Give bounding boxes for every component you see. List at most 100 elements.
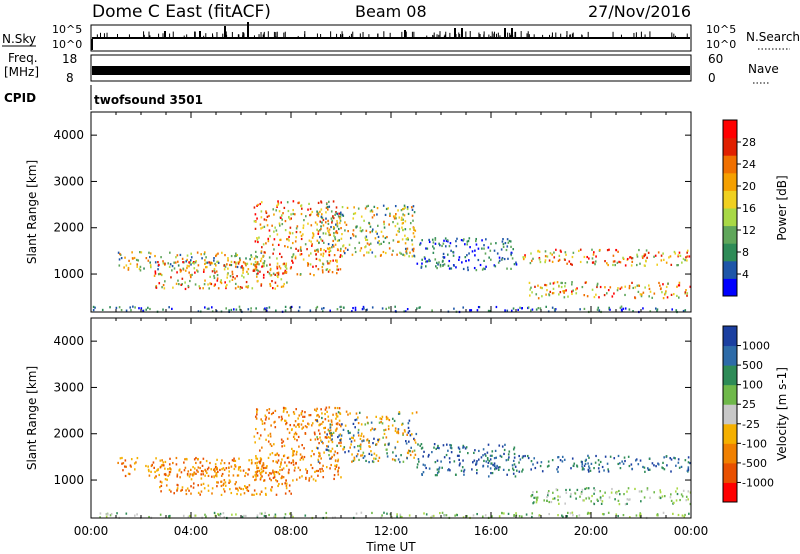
range-gate-cell — [346, 206, 349, 210]
range-gate-cell — [685, 289, 687, 292]
range-gate-cell — [227, 259, 229, 262]
range-gate-cell — [622, 256, 624, 259]
range-gate-cell — [158, 473, 161, 477]
range-gate-cell — [670, 458, 673, 461]
range-gate-cell — [223, 468, 226, 472]
range-gate-cell — [130, 309, 132, 312]
range-gate-cell — [324, 232, 327, 235]
range-gate-cell — [557, 498, 559, 502]
range-gate-cell — [124, 459, 127, 462]
range-gate-cell — [588, 257, 590, 260]
range-gate-cell — [563, 458, 566, 461]
range-gate-cell — [510, 252, 512, 255]
range-gate-cell — [536, 461, 539, 464]
range-gate-cell — [403, 204, 406, 207]
range-gate-cell — [330, 225, 332, 229]
range-gate-cell — [277, 203, 279, 206]
range-gate-cell — [286, 201, 289, 204]
range-gate-cell — [453, 307, 455, 310]
range-gate-cell — [384, 213, 387, 217]
range-gate-cell — [328, 268, 331, 272]
range-gate-cell — [624, 293, 626, 297]
range-gate-cell — [215, 472, 218, 475]
range-gate-cell — [502, 243, 505, 246]
range-gate-cell — [466, 243, 469, 246]
range-gate-cell — [285, 421, 288, 425]
range-gate-cell — [584, 281, 587, 284]
range-gate-cell — [355, 226, 357, 229]
range-gate-cell — [680, 465, 683, 468]
range-gate-cell — [416, 262, 419, 265]
range-gate-cell — [226, 273, 229, 276]
date-title: 27/Nov/2016 — [588, 2, 691, 21]
range-gate-cell — [354, 418, 357, 422]
range-gate-cell — [661, 466, 663, 469]
range-gate-cell — [316, 210, 318, 213]
range-gate-cell — [386, 235, 388, 239]
range-gate-cell — [411, 450, 414, 453]
range-gate-cell — [458, 454, 460, 457]
range-gate-cell — [420, 443, 423, 446]
range-gate-cell — [368, 452, 371, 456]
range-gate-cell — [169, 457, 171, 460]
range-gate-cell — [600, 502, 603, 506]
range-gate-cell — [222, 467, 225, 470]
range-gate-cell — [653, 255, 655, 258]
range-gate-cell — [336, 260, 338, 264]
range-gate-cell — [359, 249, 362, 252]
range-gate-cell — [467, 268, 469, 272]
range-gate-cell — [129, 262, 132, 265]
range-gate-cell — [335, 206, 338, 209]
range-gate-cell — [493, 264, 496, 267]
range-gate-cell — [636, 253, 638, 256]
range-gate-cell — [370, 421, 373, 424]
range-gate-cell — [222, 512, 225, 515]
range-gate-cell — [197, 264, 200, 267]
range-gate-cell — [188, 475, 191, 478]
range-gate-cell — [321, 239, 324, 242]
range-gate-cell — [662, 258, 665, 261]
range-gate-cell — [301, 443, 303, 447]
range-gate-cell — [326, 227, 329, 230]
range-gate-cell — [340, 237, 343, 240]
freq-label-2: [MHz] — [4, 65, 39, 79]
range-gate-cell — [538, 514, 541, 517]
range-gate-cell — [444, 245, 447, 248]
range-gate-cell — [121, 456, 123, 460]
range-gate-cell — [233, 261, 236, 264]
range-gate-cell — [548, 500, 551, 504]
range-gate-cell — [380, 230, 383, 233]
range-gate-cell — [279, 465, 281, 469]
range-gate-cell — [238, 457, 240, 460]
range-gate-cell — [473, 459, 476, 462]
range-gate-cell — [474, 449, 476, 452]
range-gate-cell — [687, 456, 690, 459]
range-gate-cell — [345, 223, 348, 226]
range-gate-cell — [321, 440, 323, 444]
range-gate-cell — [530, 252, 532, 255]
range-gate-cell — [193, 262, 195, 265]
range-gate-cell — [270, 472, 272, 475]
range-gate-cell — [352, 306, 354, 310]
range-gate-cell — [684, 513, 686, 517]
range-gate-cell — [514, 465, 517, 468]
range-gate-cell — [487, 309, 490, 312]
range-gate-cell — [344, 229, 346, 232]
range-gate-cell — [477, 458, 480, 461]
range-gate-cell — [270, 424, 272, 427]
range-gate-cell — [587, 487, 590, 490]
range-gate-cell — [293, 213, 296, 216]
range-gate-cell — [337, 227, 340, 231]
range-gate-cell — [334, 238, 337, 241]
range-gate-cell — [620, 286, 623, 289]
range-gate-cell — [596, 282, 599, 285]
range-gate-cell — [370, 209, 373, 212]
range-gate-cell — [268, 417, 270, 420]
range-gate-cell — [358, 458, 360, 462]
range-gate-cell — [306, 426, 308, 429]
range-gate-cell — [556, 281, 559, 284]
range-gate-cell — [323, 248, 325, 252]
range-gate-cell — [185, 260, 188, 263]
range-gate-cell — [571, 281, 573, 284]
range-gate-cell — [663, 495, 666, 498]
